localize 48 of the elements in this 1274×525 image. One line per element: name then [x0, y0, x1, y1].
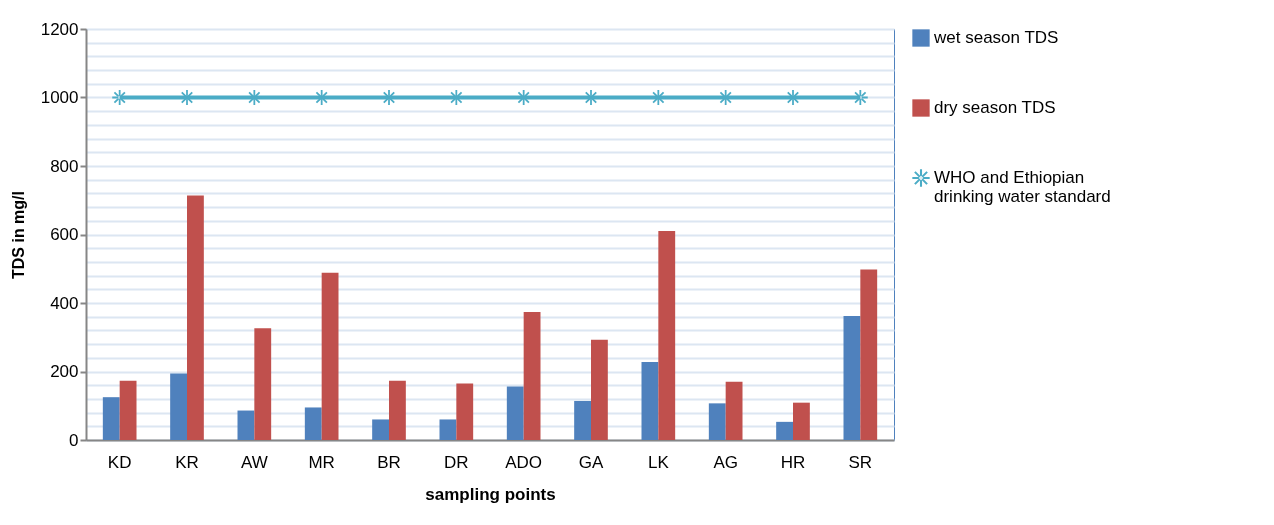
bar — [776, 421, 793, 440]
y-tick-label: 800 — [50, 156, 79, 176]
bar — [119, 380, 137, 440]
y-tick-label: 200 — [50, 362, 79, 381]
bar — [506, 386, 524, 440]
bar — [439, 419, 457, 440]
legend-label: dry season TDS — [934, 98, 1056, 117]
y-axis-title: TDS in mg/l — [9, 191, 27, 279]
x-tick-label: LK — [647, 452, 670, 472]
x-tick-label: HR — [780, 452, 806, 472]
x-tick-label: AW — [240, 452, 268, 472]
bar — [843, 316, 861, 440]
y-tick-label: 1200 — [40, 19, 79, 39]
bar — [658, 231, 676, 440]
bar — [708, 403, 726, 440]
x-tick-label: DR — [444, 452, 469, 472]
bar — [523, 311, 541, 440]
bar — [321, 272, 339, 440]
x-tick-label: BR — [377, 452, 401, 472]
bar — [170, 373, 187, 440]
x-tick-label: GA — [578, 452, 604, 472]
bar — [641, 361, 659, 440]
bar — [389, 380, 406, 440]
x-tick-label: AG — [713, 452, 738, 472]
bar — [793, 402, 810, 440]
bar — [237, 410, 255, 440]
bar — [456, 383, 474, 440]
bar — [304, 407, 322, 440]
bar — [725, 381, 743, 440]
x-tick-label: MR — [308, 452, 335, 472]
bar — [254, 328, 272, 440]
bar — [187, 195, 204, 440]
bar — [860, 269, 878, 440]
legend-label: WHO and Ethiopian drinking water standard — [934, 168, 1111, 206]
y-tick-label: 1000 — [40, 88, 79, 107]
legend-label: wet season TDS — [933, 28, 1059, 47]
x-tick-label: KD — [107, 452, 132, 472]
bar — [372, 419, 389, 440]
bar — [574, 400, 591, 440]
bar — [591, 339, 608, 440]
y-tick-label: 0 — [69, 430, 79, 450]
x-tick-label: ADO — [505, 452, 543, 472]
y-tick-label: 600 — [50, 225, 79, 244]
x-tick-label: SR — [848, 452, 873, 472]
x-tick-label: KR — [175, 452, 199, 472]
bar — [102, 397, 120, 440]
x-axis-title: sampling points — [425, 484, 556, 504]
y-tick-label: 400 — [50, 293, 79, 313]
